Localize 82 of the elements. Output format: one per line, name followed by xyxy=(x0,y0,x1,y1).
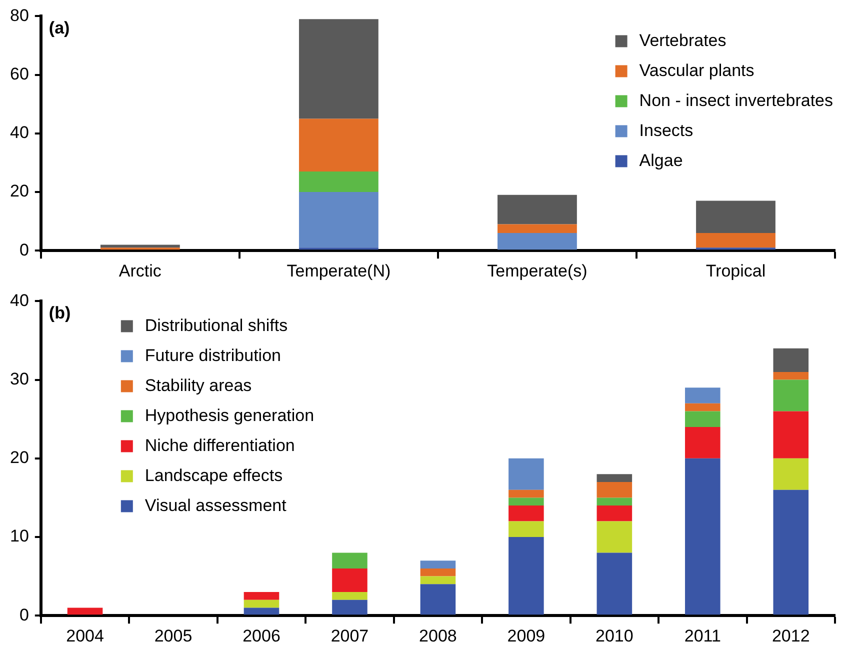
legend-label: Future distribution xyxy=(144,346,281,365)
y-tick-label: 10 xyxy=(10,526,29,546)
legend-label: Hypothesis generation xyxy=(144,406,314,425)
bar xyxy=(244,592,280,600)
legend-label: Visual assessment xyxy=(144,496,287,515)
bar xyxy=(100,244,180,248)
bar xyxy=(685,426,720,458)
bar xyxy=(332,552,368,568)
x-tick-label: 2011 xyxy=(684,626,721,646)
legend-label: Niche differentiation xyxy=(144,436,295,455)
bar xyxy=(773,458,809,490)
legend-label: Algae xyxy=(639,150,683,170)
bar xyxy=(332,592,368,600)
bar xyxy=(773,490,809,615)
y-tick-label: 0 xyxy=(19,605,29,624)
y-tick-label: 40 xyxy=(10,290,29,310)
bar xyxy=(696,233,776,248)
bar xyxy=(244,608,280,615)
bar xyxy=(508,537,544,615)
bar xyxy=(508,458,544,490)
bar xyxy=(498,233,577,250)
legend-label: Vertebrates xyxy=(639,30,726,50)
x-tick-label: 2006 xyxy=(242,626,280,646)
bar xyxy=(498,224,577,234)
bar xyxy=(596,498,632,506)
x-tick-label: 2007 xyxy=(330,626,369,646)
bar xyxy=(596,506,632,522)
bar xyxy=(298,171,378,192)
x-tick-label: 2004 xyxy=(66,626,104,646)
bar xyxy=(696,200,776,234)
chart-title: (b) xyxy=(48,303,71,322)
bar xyxy=(508,506,544,522)
bar xyxy=(498,194,577,224)
bar xyxy=(596,482,632,498)
y-tick-label: 30 xyxy=(10,369,29,388)
legend-label: Distributional shifts xyxy=(144,316,288,335)
bar xyxy=(773,372,809,380)
bar xyxy=(773,348,809,372)
y-tick-label: 20 xyxy=(10,182,29,201)
bar xyxy=(298,118,378,172)
bar xyxy=(298,192,378,248)
legend-label: Non - insect invertebrates xyxy=(639,90,834,110)
y-tick-label: 60 xyxy=(10,64,29,84)
bar xyxy=(244,600,280,608)
bar xyxy=(685,403,720,412)
x-tick-label: Temperate(s) xyxy=(487,261,588,280)
x-tick-label: Arctic xyxy=(118,261,162,280)
bar xyxy=(67,608,103,615)
y-tick-label: 20 xyxy=(10,448,29,468)
legend-label: Vascular plants xyxy=(639,60,754,80)
x-tick-label: 2012 xyxy=(772,626,810,646)
legend-label: Landscape effects xyxy=(144,466,283,485)
bar xyxy=(508,498,544,506)
bar xyxy=(420,576,456,584)
y-tick-label: 40 xyxy=(10,123,29,142)
bar xyxy=(596,552,632,615)
x-tick-label: Tropical xyxy=(706,261,766,280)
x-tick-label: 2010 xyxy=(596,626,634,646)
bar xyxy=(685,388,720,404)
bar xyxy=(298,19,378,119)
bar xyxy=(420,584,456,615)
bar xyxy=(773,380,809,412)
bar xyxy=(508,490,544,498)
x-tick-label: 2009 xyxy=(507,626,546,646)
bar xyxy=(685,411,720,427)
bar xyxy=(596,521,632,553)
x-tick-label: 2008 xyxy=(419,626,457,646)
y-tick-label: 0 xyxy=(19,240,29,260)
legend-label: Stability areas xyxy=(144,376,252,395)
bar xyxy=(332,600,368,615)
bar xyxy=(420,568,456,576)
bar xyxy=(685,458,720,615)
bar xyxy=(508,521,544,537)
y-tick-label: 80 xyxy=(10,6,29,25)
bar xyxy=(596,474,632,482)
bar xyxy=(773,411,809,458)
x-tick-label: Temperate(N) xyxy=(286,261,391,280)
bar xyxy=(420,560,456,568)
chart-title: (a) xyxy=(48,18,70,38)
x-tick-label: 2005 xyxy=(154,626,192,646)
legend-label: Insects xyxy=(639,120,694,140)
bar xyxy=(332,568,368,592)
